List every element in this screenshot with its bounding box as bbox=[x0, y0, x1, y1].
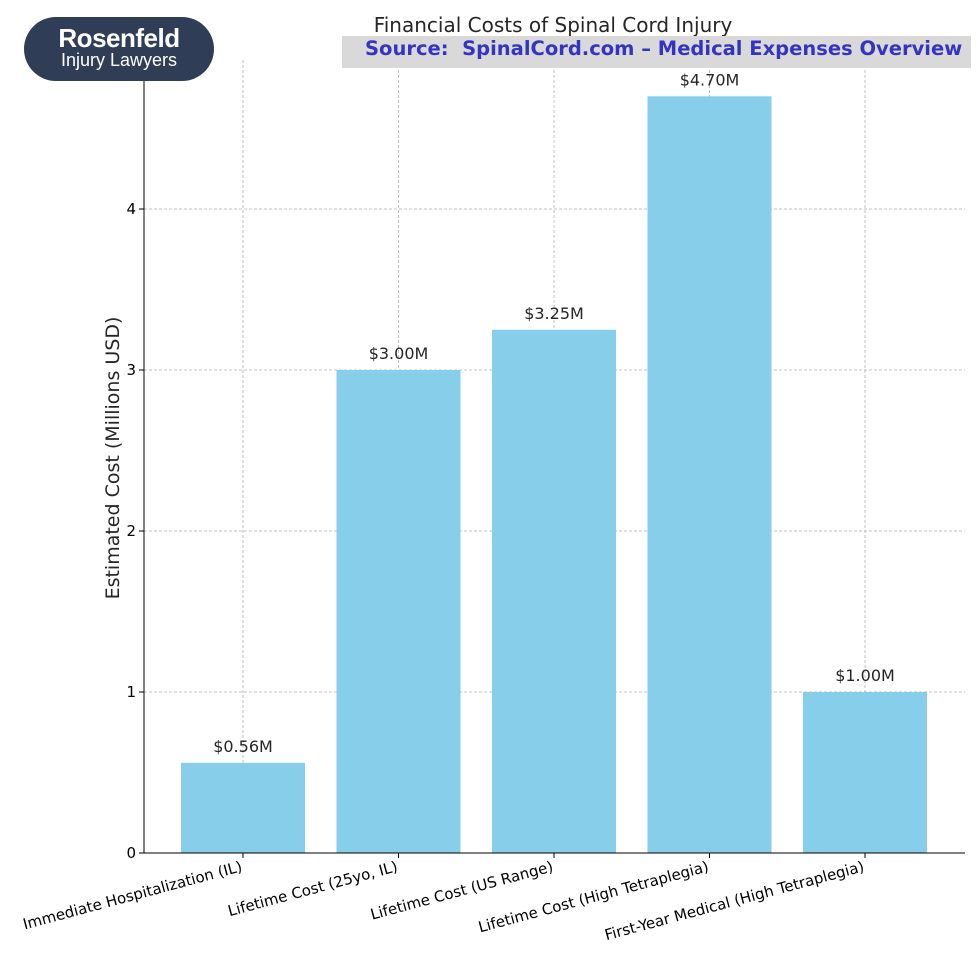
x-tick-labels: Immediate Hospitalization (IL)Lifetime C… bbox=[21, 853, 866, 944]
chart-title: Financial Costs of Spinal Cord Injury bbox=[374, 13, 733, 37]
y-axis-label: Estimated Cost (Millions USD) bbox=[102, 317, 124, 600]
bar bbox=[492, 329, 616, 853]
data-label: $1.00M bbox=[835, 666, 895, 685]
logo-name: Rosenfeld bbox=[58, 23, 180, 53]
rosenfeld-logo: Rosenfeld Injury Lawyers bbox=[24, 17, 214, 81]
source-banner: Source: SpinalCord.com – Medical Expense… bbox=[342, 36, 971, 68]
y-tick-label: 0 bbox=[126, 844, 136, 862]
y-tick-label: 1 bbox=[126, 683, 136, 701]
data-labels: $0.56M $3.00M $3.25M $4.70M $1.00M bbox=[213, 70, 895, 756]
bar bbox=[803, 692, 927, 853]
data-label: $0.56M bbox=[213, 737, 273, 756]
y-tick-labels: 0 1 2 3 4 bbox=[126, 200, 144, 862]
bar bbox=[336, 370, 461, 853]
y-tick-label: 3 bbox=[126, 361, 136, 379]
x-tick-label: Immediate Hospitalization (IL) bbox=[21, 857, 244, 933]
bar bbox=[181, 762, 305, 853]
x-tick-label: First-Year Medical (High Tetraplegia) bbox=[603, 857, 866, 944]
bars bbox=[181, 96, 927, 854]
data-label: $4.70M bbox=[680, 70, 740, 89]
bar bbox=[647, 96, 772, 854]
y-tick-label: 2 bbox=[126, 522, 136, 540]
y-tick-label: 4 bbox=[126, 200, 136, 218]
logo-subtitle: Injury Lawyers bbox=[60, 50, 178, 70]
data-label: $3.25M bbox=[524, 304, 584, 323]
data-label: $3.00M bbox=[369, 344, 429, 363]
